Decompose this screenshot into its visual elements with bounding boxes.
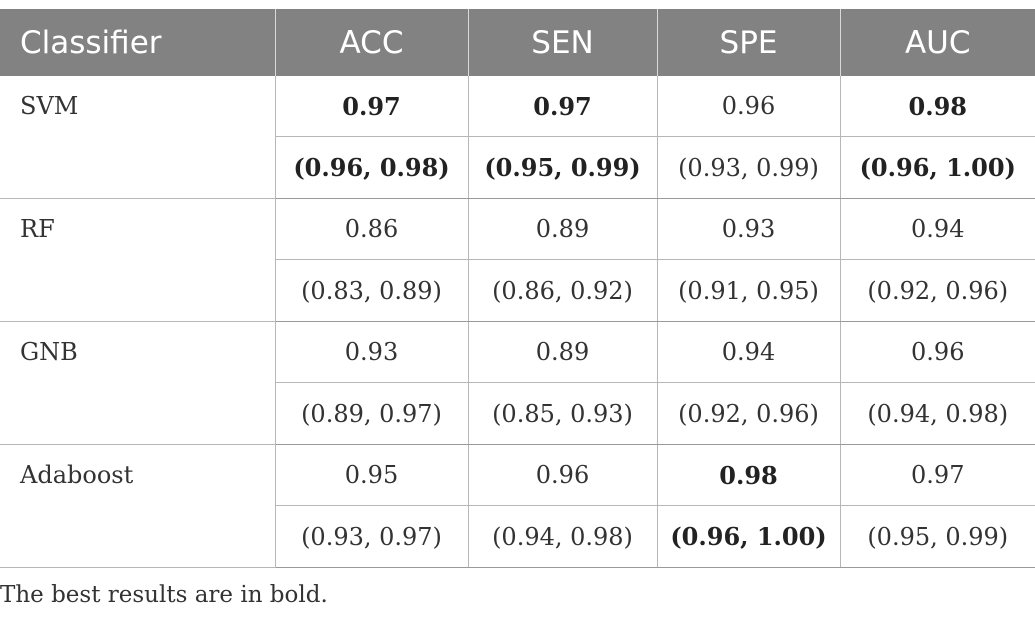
metric-point-value: 0.86 <box>275 198 469 260</box>
metric-point-value: 0.96 <box>468 444 658 506</box>
classifier-name: Adaboost <box>0 444 276 568</box>
header-spe: SPE <box>657 9 841 76</box>
table-row: Adaboost 0.95 0.96 0.98 0.97 <box>0 444 1035 568</box>
metric-confidence-interval: (0.95, 0.99) <box>468 136 658 199</box>
metric-confidence-interval: (0.92, 0.96) <box>840 259 1035 322</box>
metric-point-value: 0.94 <box>657 321 841 383</box>
header-sen: SEN <box>468 9 658 76</box>
metric-point-value: 0.94 <box>840 198 1035 260</box>
metric-point-value: 0.89 <box>468 198 658 260</box>
table-row: SVM 0.97 0.97 0.96 0.98 <box>0 76 1035 199</box>
metric-confidence-interval: (0.94, 0.98) <box>468 505 658 568</box>
metric-confidence-interval: (0.92, 0.96) <box>657 382 841 445</box>
metric-point-value: 0.97 <box>468 76 658 137</box>
metric-point-value: 0.93 <box>275 321 469 383</box>
metric-confidence-interval: (0.83, 0.89) <box>275 259 469 322</box>
metric-point-value: 0.96 <box>840 321 1035 383</box>
table-row: (0.93, 0.97) (0.94, 0.98) (0.96, 1.00) (0.9… <box>0 505 1035 568</box>
metric-point-value: 0.89 <box>468 321 658 383</box>
metric-confidence-interval: (0.95, 0.99) <box>840 505 1035 568</box>
table-row: (0.96, 0.98) (0.95, 0.99) (0.93, 0.99) (0.9… <box>0 136 1035 199</box>
header-auc: AUC <box>840 9 1035 76</box>
metric-point-value: 0.95 <box>275 444 469 506</box>
metric-point-value: 0.97 <box>840 444 1035 506</box>
metric-point-value: 0.98 <box>840 76 1035 137</box>
metric-confidence-interval: (0.86, 0.92) <box>468 259 658 322</box>
table-body: SVM 0.97 0.97 0.96 0.98 (0.96, 0.98) (0.95, 0.… <box>0 76 1035 568</box>
metric-confidence-interval: (0.93, 0.97) <box>275 505 469 568</box>
results-table-container: Classifier ACC SEN SPE AUC SVM 0.97 0.97 0.… <box>0 9 1035 568</box>
table-row: GNB 0.93 0.89 0.94 0.96 <box>0 321 1035 445</box>
classifier-name: SVM <box>0 76 276 199</box>
metric-confidence-interval: (0.91, 0.95) <box>657 259 841 322</box>
classifier-name: RF <box>0 198 276 322</box>
classifier-results-table: Classifier ACC SEN SPE AUC SVM 0.97 0.97 0.… <box>0 9 1035 568</box>
metric-confidence-interval: (0.96, 1.00) <box>657 505 841 568</box>
metric-point-value: 0.98 <box>657 444 841 506</box>
header-acc: ACC <box>275 9 469 76</box>
classifier-name: GNB <box>0 321 276 445</box>
metric-point-value: 0.93 <box>657 198 841 260</box>
table-header: Classifier ACC SEN SPE AUC <box>0 9 1035 76</box>
metric-confidence-interval: (0.93, 0.99) <box>657 136 841 199</box>
metric-confidence-interval: (0.96, 1.00) <box>840 136 1035 199</box>
table-row: RF 0.86 0.89 0.93 0.94 <box>0 198 1035 322</box>
table-row: (0.83, 0.89) (0.86, 0.92) (0.91, 0.95) (0.9… <box>0 259 1035 322</box>
metric-confidence-interval: (0.94, 0.98) <box>840 382 1035 445</box>
table-footnote: The best results are in bold. <box>0 582 328 608</box>
header-classifier: Classifier <box>0 9 276 76</box>
metric-confidence-interval: (0.89, 0.97) <box>275 382 469 445</box>
table-row: (0.89, 0.97) (0.85, 0.93) (0.92, 0.96) (0.9… <box>0 382 1035 445</box>
metric-confidence-interval: (0.85, 0.93) <box>468 382 658 445</box>
metric-point-value: 0.97 <box>275 76 469 137</box>
metric-point-value: 0.96 <box>657 76 841 137</box>
metric-confidence-interval: (0.96, 0.98) <box>275 136 469 199</box>
header-row: Classifier ACC SEN SPE AUC <box>0 9 1035 76</box>
